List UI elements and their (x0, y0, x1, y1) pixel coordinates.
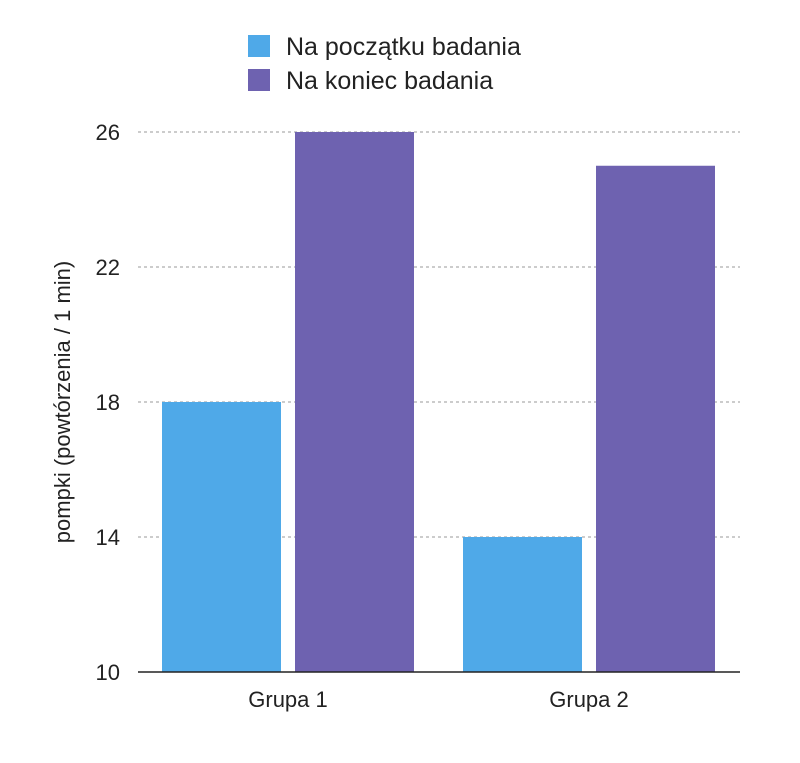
x-axis-ticks: Grupa 1 Grupa 2 (248, 687, 629, 712)
bar-series-1-category-1 (596, 165, 715, 672)
bar-series-0-category-1 (463, 537, 582, 672)
legend-label-series-0: Na początku badania (286, 33, 521, 61)
bars (162, 132, 715, 672)
bar-series-0-category-0 (162, 402, 281, 672)
legend-item-series-0: Na początku badania (248, 33, 521, 61)
y-tick-label: 14 (96, 525, 120, 550)
gridlines (138, 131, 740, 538)
legend-swatch-series-0 (248, 35, 270, 57)
x-tick-label: Grupa 2 (549, 687, 629, 712)
y-axis-ticks: 10 14 18 22 26 (96, 120, 120, 685)
legend: Na początku badania Na koniec badania (248, 33, 521, 95)
y-tick-label: 22 (96, 255, 120, 280)
x-tick-label: Grupa 1 (248, 687, 328, 712)
bar-series-1-category-0 (295, 132, 414, 672)
y-axis-label: pompki (powtórzenia / 1 min) (50, 261, 75, 543)
y-tick-label: 26 (96, 120, 120, 145)
legend-swatch-series-1 (248, 69, 270, 91)
y-tick-label: 18 (96, 390, 120, 415)
legend-item-series-1: Na koniec badania (248, 67, 493, 95)
legend-label-series-1: Na koniec badania (286, 67, 493, 95)
y-tick-label: 10 (96, 660, 120, 685)
